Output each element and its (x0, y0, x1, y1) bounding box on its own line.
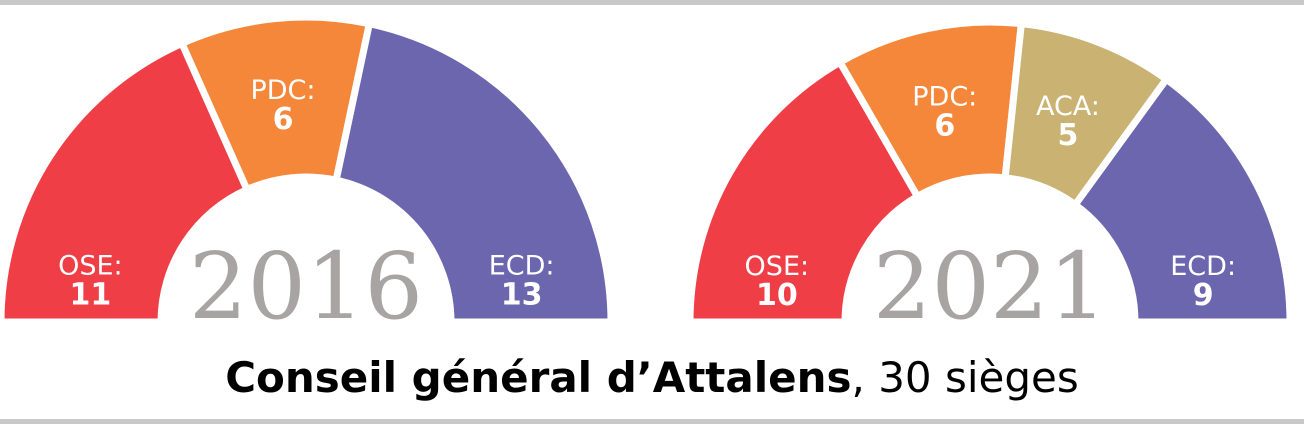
segment-value: 6 (934, 108, 955, 143)
segment-value: 10 (756, 278, 798, 313)
segment-label: ECD: (489, 250, 555, 281)
chart-title: 2016 (189, 233, 423, 340)
caption-regular: , 30 sièges (852, 353, 1079, 402)
top-rule (0, 0, 1304, 5)
segment-value: 9 (1193, 278, 1214, 313)
segment-label: ECD: (1170, 251, 1236, 282)
seat-segment (1070, 74, 1294, 326)
seat-segment (0, 38, 252, 326)
bottom-rule (0, 419, 1304, 424)
caption-bold: Conseil général d’Attalens (225, 353, 851, 402)
segment-value: 6 (273, 102, 294, 137)
segment-value: 11 (70, 277, 112, 312)
segment-label: PDC: (250, 75, 315, 106)
segment-label: PDC: (912, 81, 977, 112)
segment-label: OSE: (58, 250, 123, 281)
segment-label: ACA: (1036, 91, 1100, 122)
caption: Conseil général d’Attalens, 30 sièges (225, 353, 1079, 402)
segment-value: 13 (501, 277, 543, 312)
segment-value: 5 (1058, 118, 1079, 153)
seat-segment (686, 57, 923, 326)
seat-segment (331, 19, 615, 326)
segment-label: OSE: (745, 251, 810, 282)
chart-title: 2021 (873, 233, 1107, 340)
